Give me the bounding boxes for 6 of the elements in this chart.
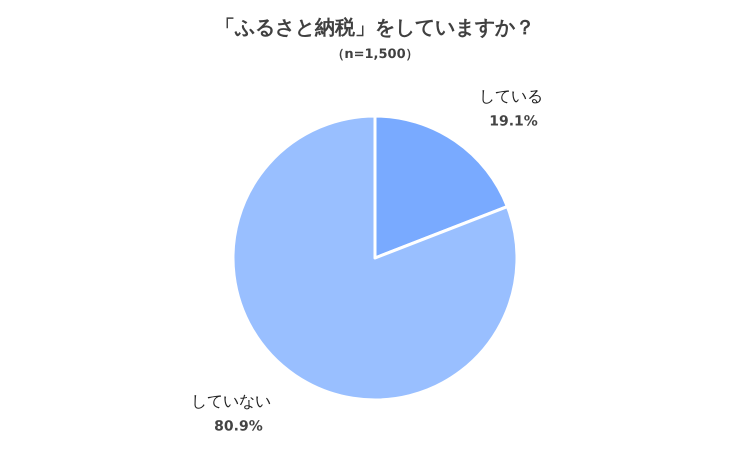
slice-label: していない (190, 391, 271, 410)
data-label: 80.9% (214, 418, 263, 434)
data-label: 19.1% (489, 114, 538, 130)
chart-subtitle: （n=1,500） (331, 47, 419, 62)
slice-label: している (479, 86, 544, 106)
chart-title: 「ふるさと納税」をしていますか？ (215, 15, 535, 39)
